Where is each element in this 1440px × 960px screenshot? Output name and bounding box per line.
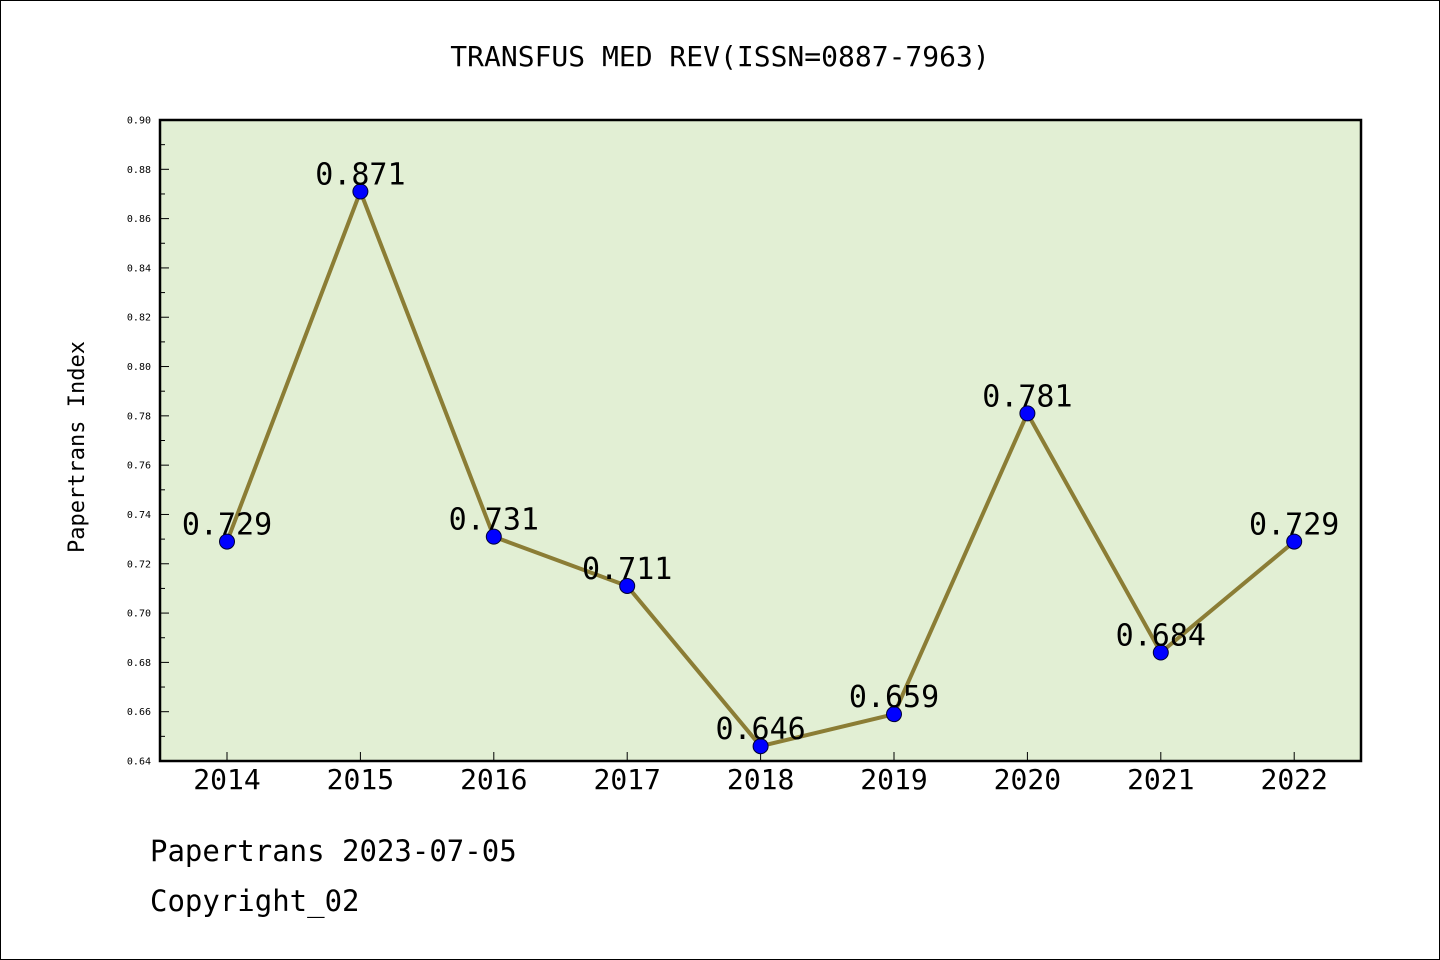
data-label: 0.711 (582, 552, 672, 587)
y-tick-label: 0.88 (127, 165, 151, 176)
data-point (1286, 533, 1303, 550)
data-point (886, 706, 902, 723)
y-tick-label: 0.86 (127, 214, 151, 225)
data-label: 0.659 (849, 680, 939, 715)
footer-copyright: Copyright_02 (150, 884, 360, 918)
x-tick-label: 2016 (460, 763, 527, 796)
y-tick-label: 0.76 (127, 461, 151, 472)
x-tick-label: 2019 (860, 763, 927, 796)
data-point (1019, 405, 1036, 422)
x-tick-label: 2017 (593, 763, 660, 796)
data-label: 0.684 (1116, 619, 1206, 654)
chart-title: TRANSFUS MED REV(ISSN=0887-7963) (450, 40, 989, 73)
plot-border (158, 118, 1363, 763)
y-axis-label: Papertrans Index (65, 341, 90, 553)
data-point (619, 577, 636, 594)
y-tick-label: 0.78 (127, 411, 151, 422)
y-tick-label: 0.80 (127, 362, 151, 373)
data-label: 0.781 (982, 379, 1072, 414)
footer-date-line: Papertrans 2023-07-05 (150, 834, 517, 868)
data-point (219, 533, 235, 550)
y-tick-label: 0.90 (127, 116, 151, 127)
y-tick-label: 0.84 (127, 263, 151, 274)
y-tick-label: 0.70 (127, 609, 151, 620)
data-label: 0.729 (1249, 508, 1339, 543)
y-tick-label: 0.64 (127, 757, 151, 768)
data-point (752, 738, 769, 755)
y-tick-label: 0.72 (127, 559, 151, 570)
x-tick-label: 2021 (1127, 763, 1194, 796)
data-label: 0.646 (715, 712, 805, 747)
plot-area (160, 120, 1361, 761)
x-tick-label: 2014 (193, 763, 260, 796)
x-tick-label: 2018 (727, 763, 794, 796)
data-point (1152, 644, 1169, 661)
y-tick-label: 0.74 (127, 510, 151, 521)
y-tick-label: 0.82 (127, 313, 151, 324)
x-tick-label: 2022 (1260, 763, 1327, 796)
data-point (352, 183, 369, 200)
x-tick-label: 2020 (994, 763, 1061, 796)
data-label: 0.731 (449, 503, 539, 538)
data-point (485, 528, 502, 545)
y-tick-label: 0.68 (127, 658, 151, 669)
y-tick-label: 0.66 (127, 707, 151, 718)
x-tick-label: 2015 (327, 763, 394, 796)
data-label: 0.729 (182, 508, 272, 543)
data-label: 0.871 (315, 157, 405, 192)
